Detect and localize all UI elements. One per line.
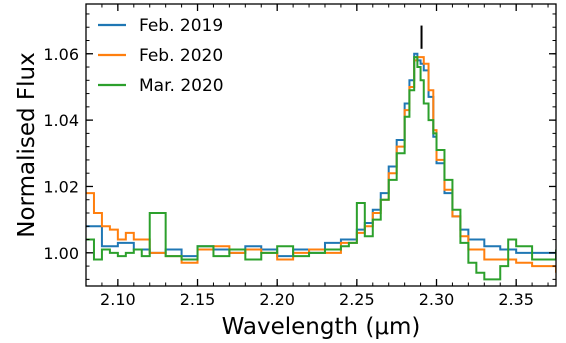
plot-frame bbox=[85, 3, 557, 287]
y-tick-label: 1.02 bbox=[43, 177, 79, 196]
x-axis-title: Wavelength (μm) bbox=[222, 314, 421, 340]
series-line-3 bbox=[86, 56, 556, 281]
y-tick-label: 1.06 bbox=[43, 45, 79, 64]
x-tick-label: 2.25 bbox=[339, 290, 375, 309]
y-axis-title: Normalised Flux bbox=[14, 52, 40, 237]
y-tick-label: 1.00 bbox=[43, 244, 79, 263]
x-tick-label: 2.30 bbox=[419, 290, 455, 309]
x-tick-label: 2.20 bbox=[259, 290, 295, 309]
y-tick-label: 1.04 bbox=[43, 111, 79, 130]
x-tick-label: 2.15 bbox=[180, 290, 216, 309]
legend-label: Feb. 2019 bbox=[139, 16, 223, 36]
legend-label: Feb. 2020 bbox=[139, 46, 223, 66]
x-tick-label: 2.35 bbox=[498, 290, 534, 309]
ticks-layer: 2.10 2.15 2.20 2.25 2.30 2.35 1.00 1.02 1.04 1.06 bbox=[43, 4, 556, 309]
legend: Feb. 2019 Feb. 2020 Mar. 2020 bbox=[98, 16, 224, 96]
legend-label: Mar. 2020 bbox=[139, 76, 224, 96]
x-tick-label: 2.10 bbox=[100, 290, 136, 309]
series-layer bbox=[86, 52, 556, 281]
